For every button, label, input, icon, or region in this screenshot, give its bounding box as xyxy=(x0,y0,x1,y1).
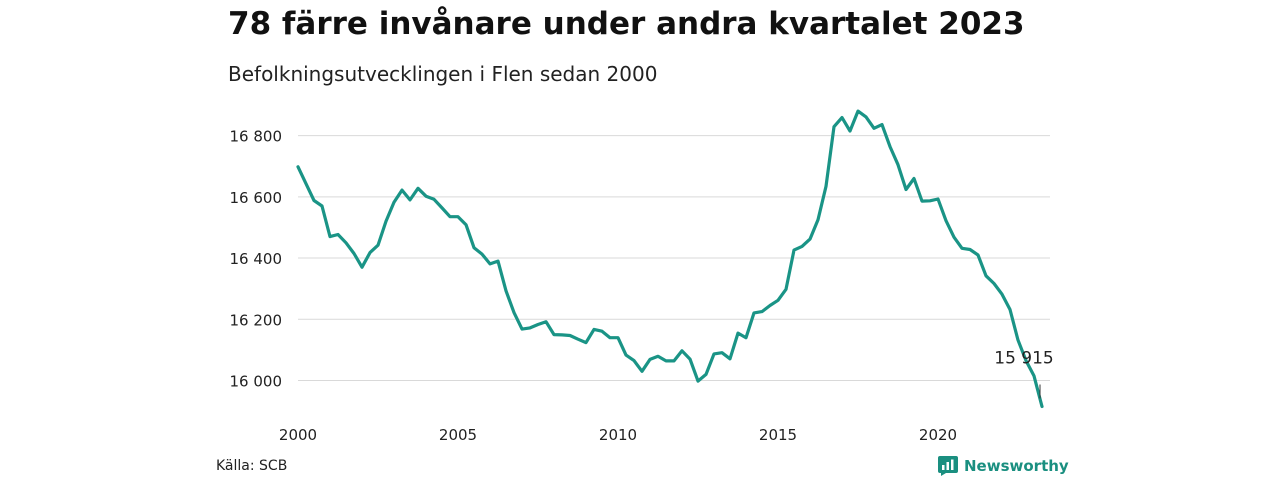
brand-name: Newsworthy xyxy=(964,457,1069,475)
x-tick-label: 2000 xyxy=(279,426,317,444)
chart-title: 78 färre invånare under andra kvartalet … xyxy=(228,6,1025,42)
y-tick-label: 16 600 xyxy=(230,189,283,207)
y-tick-label: 16 200 xyxy=(230,311,283,329)
x-tick-label: 2020 xyxy=(919,426,957,444)
x-tick-label: 2010 xyxy=(599,426,637,444)
source-note: Källa: SCB xyxy=(216,458,288,474)
chart-subtitle: Befolkningsutvecklingen i Flen sedan 200… xyxy=(228,62,658,86)
bar-chart-logo-icon xyxy=(938,456,958,476)
y-tick-labels: 16 000 16 200 16 400 16 600 16 800 xyxy=(230,128,283,391)
x-tick-labels: 2000 2005 2010 2015 2020 xyxy=(279,426,957,444)
y-tick-label: 16 800 xyxy=(230,128,283,146)
y-tick-label: 16 400 xyxy=(230,250,283,268)
annotation-last-value: 15 915 xyxy=(994,349,1053,369)
population-line xyxy=(296,109,1044,409)
gridlines xyxy=(298,135,1050,382)
y-tick-label: 16 000 xyxy=(230,373,283,391)
x-tick-label: 2015 xyxy=(759,426,797,444)
x-tick-label: 2005 xyxy=(439,426,477,444)
brand: Newsworthy xyxy=(938,456,1069,476)
